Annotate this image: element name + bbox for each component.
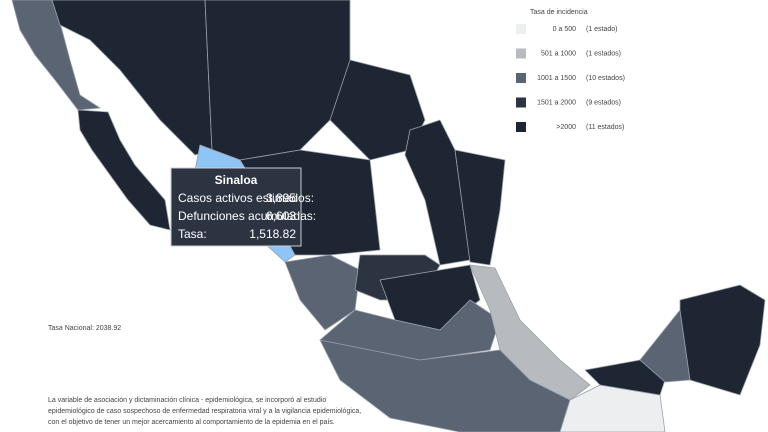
legend-count: (10 estados): [586, 75, 625, 82]
map: [11, 0, 766, 432]
legend-range: 501 a 1000: [541, 50, 576, 57]
legend-swatch: [516, 122, 526, 132]
footnote-line: epidemiológico de caso sospechoso de enf…: [48, 408, 361, 415]
legend-count: (11 estados): [586, 124, 624, 131]
legend-title: Tasa de incidencia: [530, 9, 588, 16]
state: [679, 284, 766, 396]
state: [454, 149, 506, 266]
legend-swatch: [516, 73, 526, 83]
legend-count: (9 estados): [586, 99, 621, 106]
tooltip-label: Tasa:: [178, 227, 207, 241]
legend-count: (1 estado): [586, 26, 618, 33]
legend-swatch: [516, 24, 526, 34]
footnote: La variable de asociación y dictaminació…: [48, 397, 361, 426]
national-rate: Tasa Nacional: 2038.92: [48, 325, 121, 332]
tooltip-title: Sinaloa: [215, 173, 258, 187]
state: [51, 0, 213, 156]
tooltip-value: 6,603: [266, 209, 296, 223]
legend-range: >2000: [556, 124, 576, 131]
state: [469, 264, 591, 401]
state: [77, 109, 171, 231]
state: [404, 119, 471, 266]
legend-swatch: [516, 97, 526, 108]
legend-range: 0 a 500: [553, 26, 576, 33]
tooltip-box: [170, 167, 302, 247]
legend-swatch: [516, 48, 526, 59]
state: [559, 384, 666, 432]
footnote-line: con el objetivo de tener un mejor acerca…: [48, 419, 335, 426]
legend: Tasa de incidencia 0 a 500 (1 estado) 501 …: [516, 9, 625, 132]
footnote-line: La variable de asociación y dictaminació…: [48, 397, 326, 404]
state: [584, 359, 666, 396]
legend-range: 1501 a 2000: [537, 99, 576, 106]
legend-range: 1001 a 1500: [537, 75, 576, 82]
state: [204, 0, 351, 161]
tooltip-label: Casos activos estimados:: [178, 191, 314, 205]
tooltip-value: 1,518.82: [249, 227, 296, 241]
legend-count: (1 estados): [586, 50, 621, 57]
tooltip-value: 3,895: [266, 191, 296, 205]
tooltip: Sinaloa Casos activos estimados:3,895 Def…: [170, 167, 316, 247]
tooltip-label: Defunciones acumuladas:: [178, 209, 316, 223]
